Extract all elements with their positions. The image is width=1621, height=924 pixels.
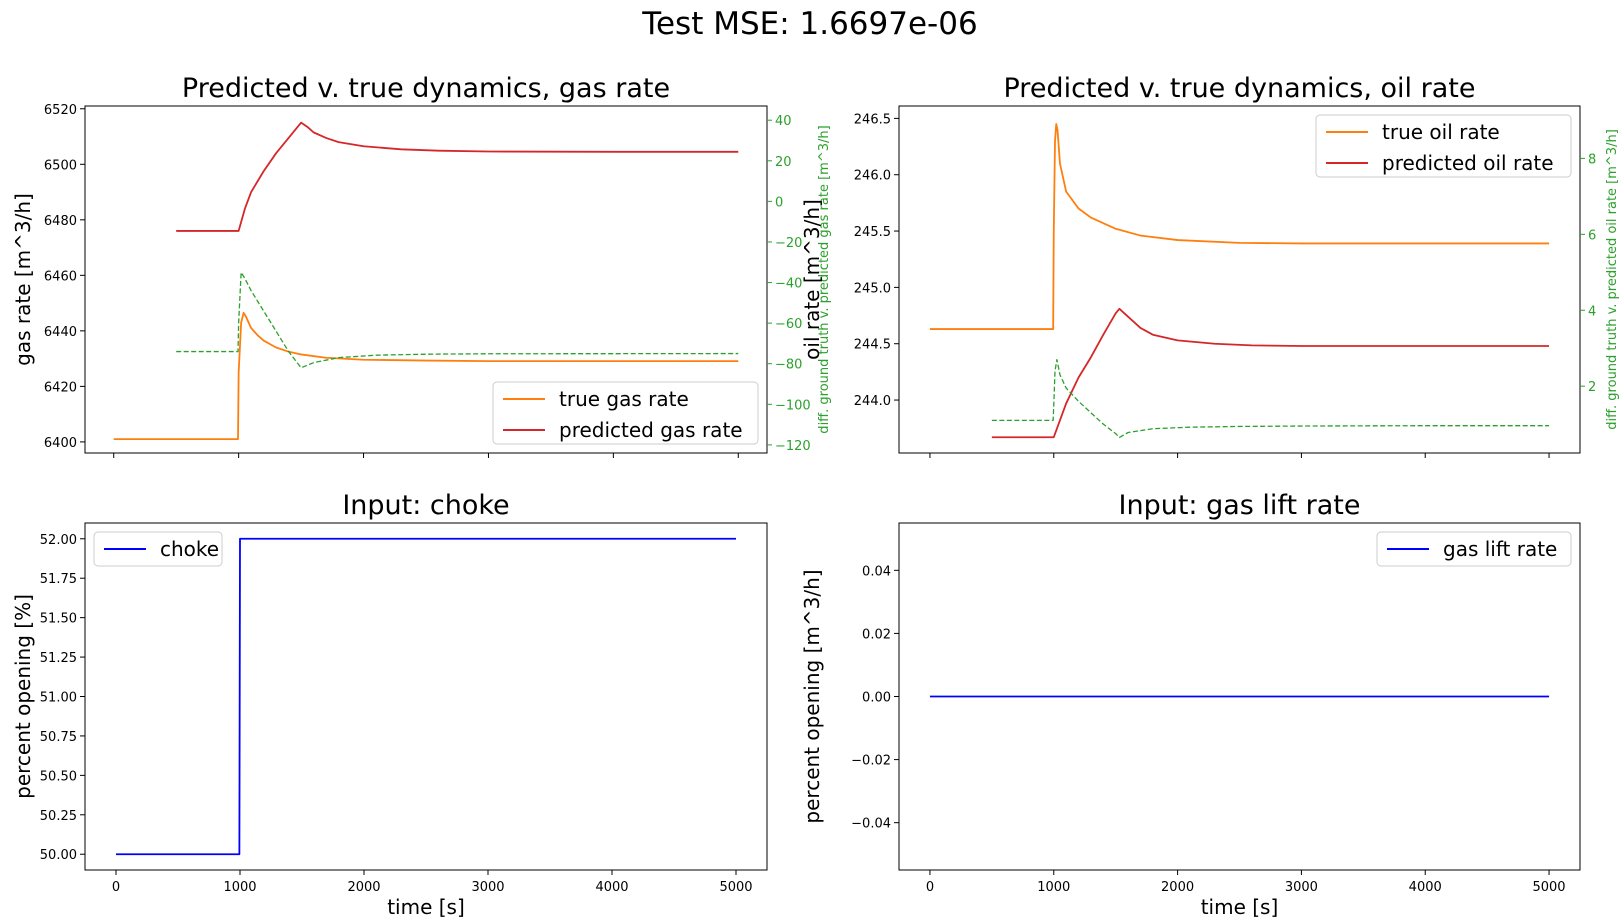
series-group — [113, 121, 739, 441]
y-tick-label: 245.0 — [854, 281, 891, 296]
y-axis-label: percent opening [m^3/h] — [800, 569, 824, 823]
series-line — [116, 537, 736, 856]
chart-title: Predicted v. true dynamics, oil rate — [1004, 73, 1476, 104]
y2-tick-label: 20 — [775, 155, 792, 170]
y-tick-label: 0.04 — [862, 564, 891, 579]
y2-tick-label: 0 — [775, 195, 783, 210]
y-tick-label: 51.00 — [40, 691, 77, 706]
legend-label: predicted oil rate — [1382, 151, 1554, 175]
y-tick-label: 0.00 — [862, 691, 891, 706]
y-tick-label: 246.5 — [854, 112, 891, 127]
chart-gas-rate: Predicted v. true dynamics, gas rate 6400… — [11, 73, 832, 458]
legend-box — [1376, 531, 1572, 567]
y2-tick-label: −120 — [775, 439, 811, 454]
y-tick-label: 246.0 — [854, 169, 891, 184]
legend: true oil rate predicted oil rate — [1315, 114, 1572, 178]
x-tick-label: 0 — [926, 880, 934, 895]
y2-tick-label: −100 — [775, 398, 811, 413]
y-tick-label: 52.00 — [40, 533, 77, 548]
y2-tick-label: 4 — [1588, 304, 1596, 319]
series-line — [176, 121, 739, 232]
y-tick-label: 6520 — [44, 103, 77, 118]
chart-title: Predicted v. true dynamics, gas rate — [182, 73, 670, 104]
y-tick-label: 6440 — [44, 325, 77, 340]
y-tick-label: 244.0 — [854, 394, 891, 409]
x-tick-label: 3000 — [471, 880, 504, 895]
x-axis-label: time [s] — [387, 895, 465, 919]
series-line — [176, 271, 739, 369]
plot-frame — [898, 105, 1581, 454]
x-tick-label: 2000 — [1161, 880, 1194, 895]
y2-tick-label: −60 — [775, 317, 802, 332]
y2-tick-label: −40 — [775, 277, 802, 292]
x-tick-label: 2000 — [347, 880, 380, 895]
series-line — [929, 123, 1550, 330]
y-tick-label: 51.50 — [40, 612, 77, 627]
legend-label: true gas rate — [559, 387, 689, 411]
y-tick-label: 50.75 — [40, 730, 77, 745]
y2-axis-label: diff. ground truth v. predicted gas rate… — [817, 125, 832, 433]
series-group — [929, 123, 1550, 439]
y-tick-label: 6420 — [44, 380, 77, 395]
y-tick-label: 6460 — [44, 269, 77, 284]
y-tick-label: 50.50 — [40, 769, 77, 784]
y-axis-label: percent opening [%] — [11, 594, 35, 799]
y-axis-label: gas rate [m^3/h] — [11, 193, 35, 366]
y2-tick-label: −20 — [775, 236, 802, 251]
y2-tick-label: −80 — [775, 358, 802, 373]
chart-title: Input: gas lift rate — [1119, 490, 1361, 521]
x-tick-label: 3000 — [1285, 880, 1318, 895]
legend: choke — [93, 531, 223, 567]
x-tick-label: 0 — [112, 880, 120, 895]
series-line — [991, 307, 1550, 439]
legend-label: true oil rate — [1382, 120, 1500, 144]
y-tick-label: −0.02 — [851, 754, 891, 769]
y-tick-label: 6400 — [44, 436, 77, 451]
series-group — [116, 537, 736, 856]
chart-input-gas-lift-rate: Input: gas lift rate 0 1000 2000 3000 4000 500… — [800, 490, 1581, 919]
y2-tick-label: 8 — [1588, 152, 1596, 167]
y-tick-label: 244.5 — [854, 338, 891, 353]
chart-input-choke: Input: choke 0 1000 2000 3000 4000 5000 time [s… — [11, 490, 768, 919]
legend-label: gas lift rate — [1443, 537, 1557, 561]
x-tick-label: 4000 — [595, 880, 628, 895]
legend: gas lift rate — [1376, 531, 1572, 567]
series-line — [991, 358, 1550, 439]
legend-label: choke — [160, 537, 219, 561]
chart-title: Input: choke — [342, 490, 509, 521]
y-tick-label: 6480 — [44, 214, 77, 229]
y2-tick-label: 40 — [775, 114, 792, 129]
y-tick-label: 245.5 — [854, 225, 891, 240]
legend-label: predicted gas rate — [559, 418, 743, 442]
legend-box — [492, 381, 759, 445]
y2-tick-label: 2 — [1588, 380, 1596, 395]
y-tick-label: 0.02 — [862, 627, 891, 642]
figure-suptitle: Test MSE: 1.6697e-06 — [641, 6, 977, 42]
plot-frame — [84, 522, 768, 871]
y-axis-label: oil rate [m^3/h] — [800, 199, 824, 360]
x-axis-label: time [s] — [1201, 895, 1279, 919]
x-tick-label: 1000 — [1037, 880, 1070, 895]
y-tick-label: 50.00 — [40, 848, 77, 863]
x-tick-label: 5000 — [719, 880, 752, 895]
series-line — [113, 311, 739, 441]
y2-axis-label: diff. ground truth v. predicted oil rate… — [1605, 129, 1620, 430]
x-tick-label: 5000 — [1532, 880, 1565, 895]
plot-frame — [84, 105, 768, 454]
legend: true gas rate predicted gas rate — [492, 381, 759, 445]
y-tick-label: 51.25 — [40, 651, 77, 666]
y-tick-label: 50.25 — [40, 809, 77, 824]
chart-oil-rate: Predicted v. true dynamics, oil rate 244.… — [800, 73, 1620, 458]
y-tick-label: 6500 — [44, 158, 77, 173]
y2-tick-label: 6 — [1588, 228, 1596, 243]
y-tick-label: 51.75 — [40, 572, 77, 587]
legend-box — [93, 531, 223, 567]
legend-box — [1315, 114, 1572, 178]
x-tick-label: 1000 — [223, 880, 256, 895]
y-tick-label: −0.04 — [851, 817, 891, 832]
x-tick-label: 4000 — [1409, 880, 1442, 895]
